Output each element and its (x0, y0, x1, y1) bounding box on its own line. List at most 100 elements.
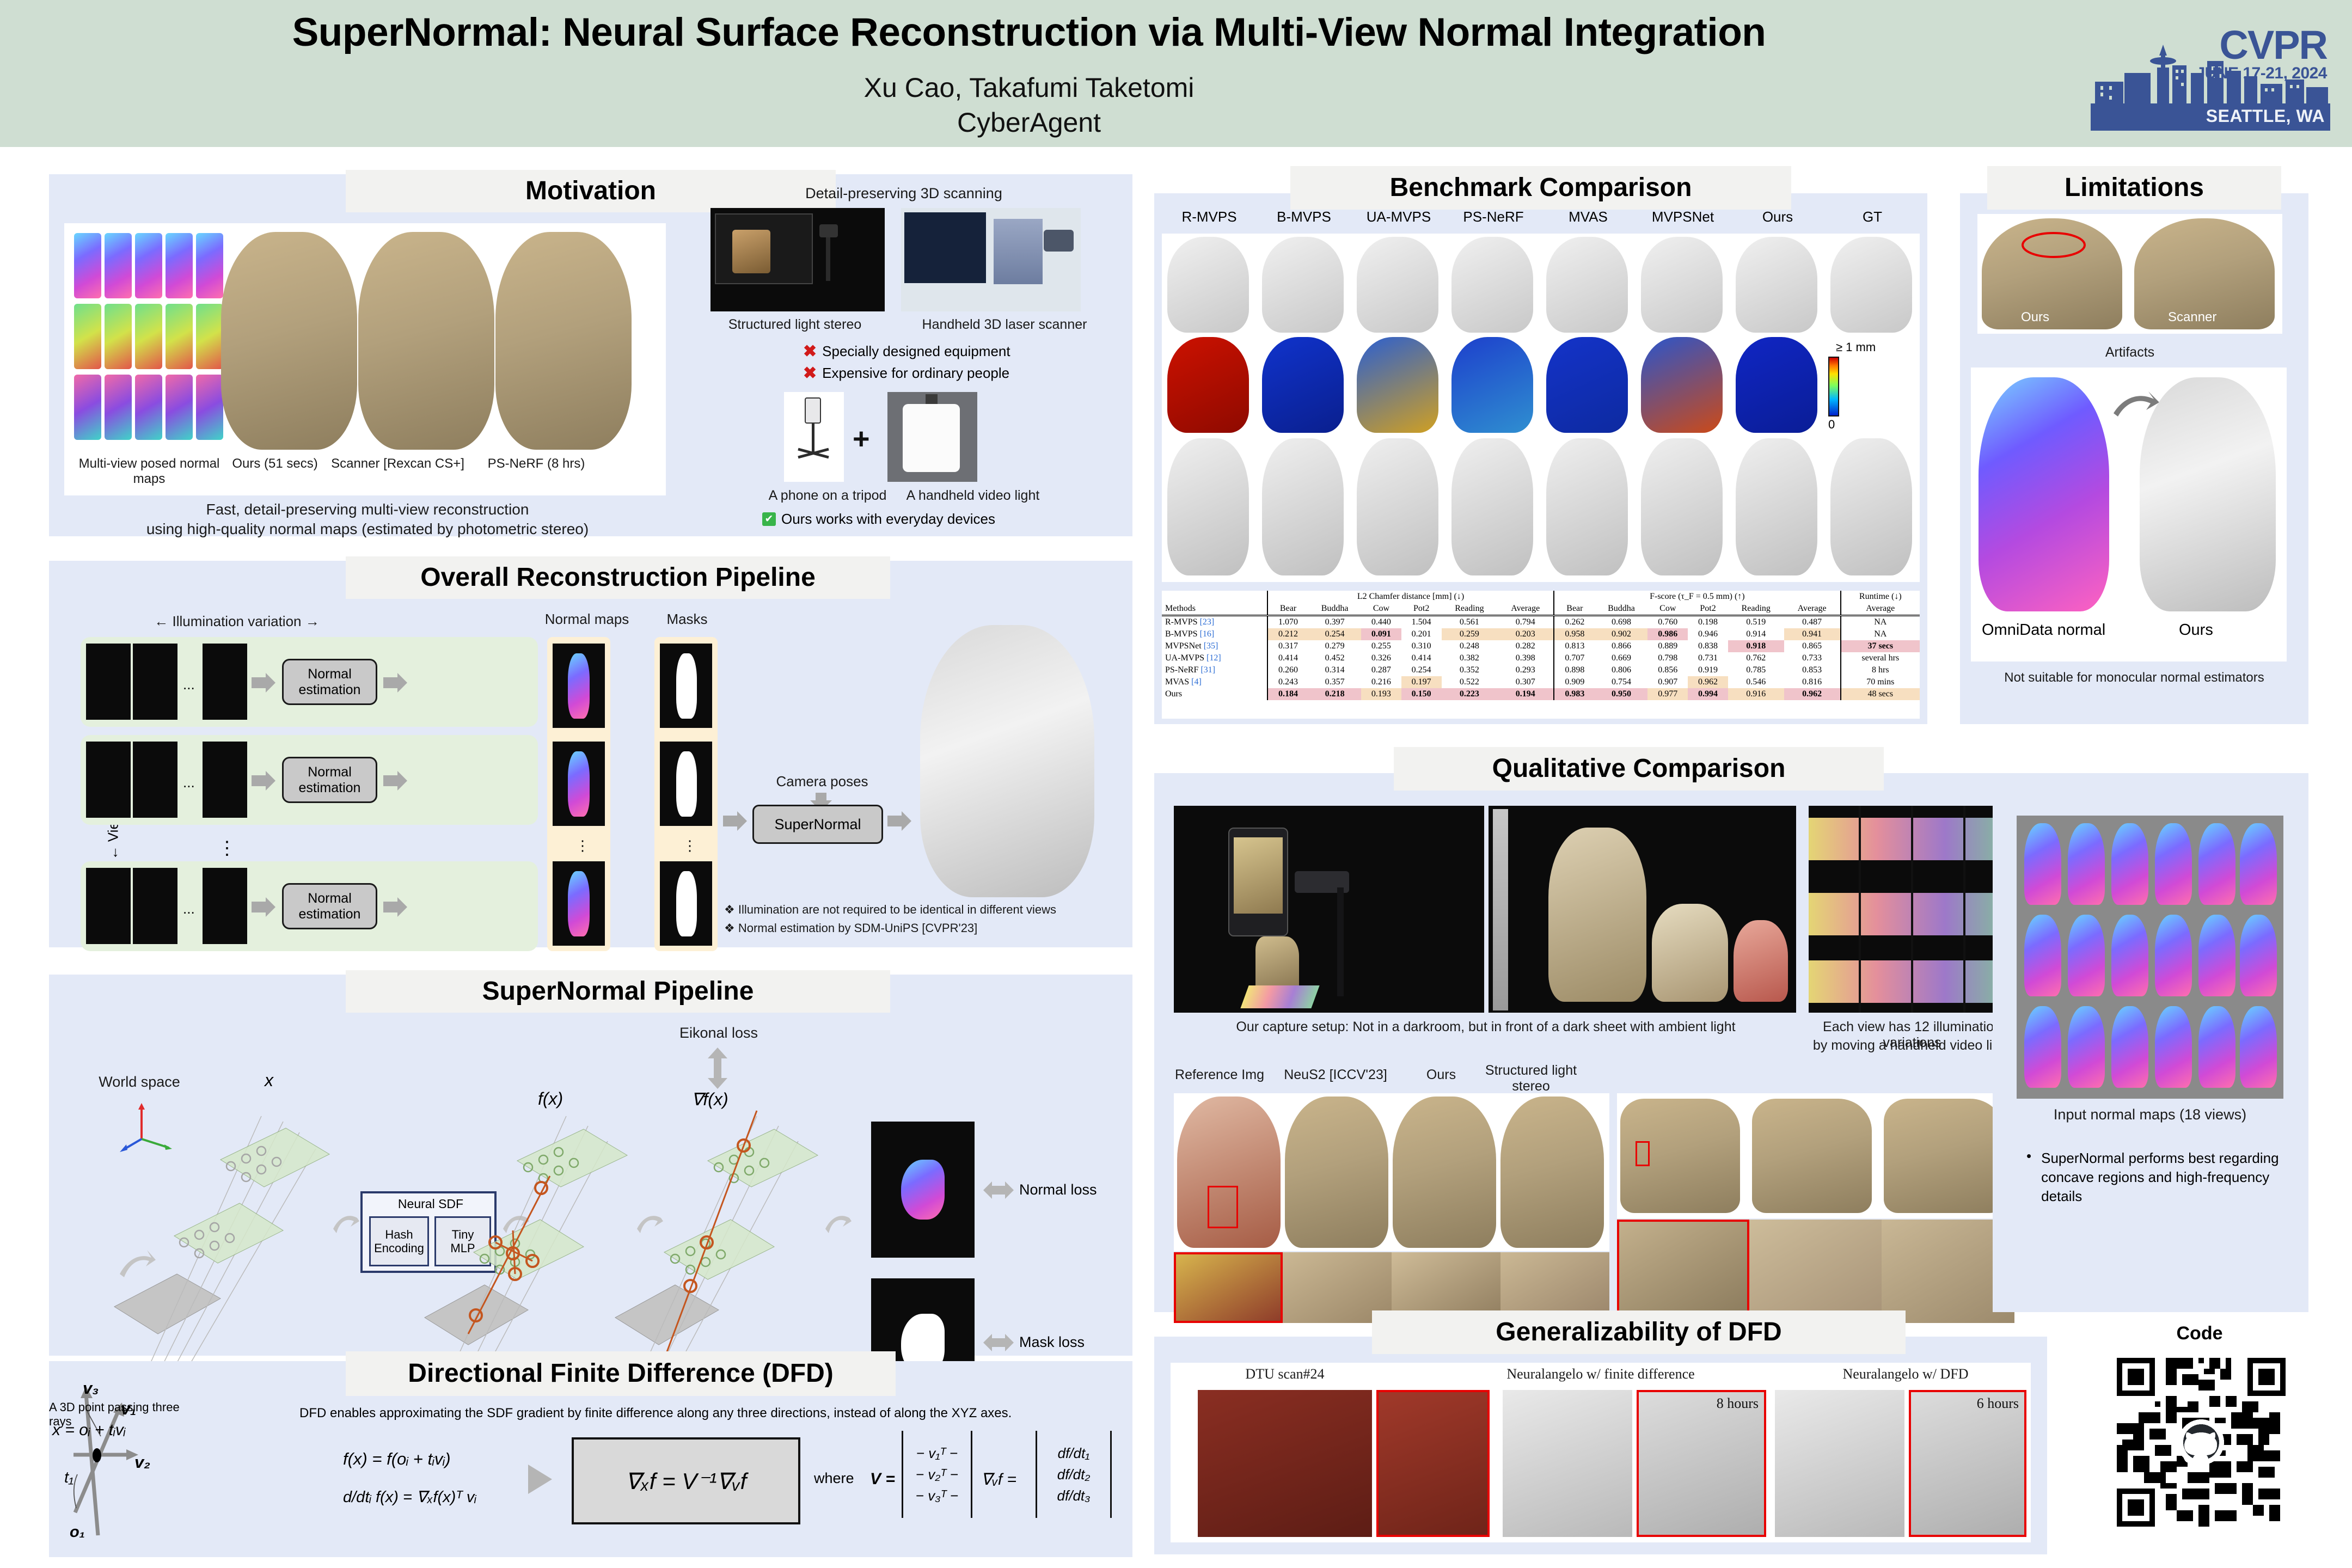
motivation-panel: Motivation Multi-view posed normal maps … (49, 170, 1132, 537)
x-label: x (265, 1070, 273, 1090)
sub-header-f-average: Average (1797, 604, 1827, 613)
gradV-row-1: df/dt₁ (1057, 1444, 1090, 1461)
gradV-row-3: df/dt₃ (1057, 1487, 1091, 1504)
qr-code[interactable] (2111, 1352, 2291, 1532)
caption-psnerf: PS-NeRF (8 hrs) (487, 456, 585, 471)
con-item-1: ✖ Specially designed equipment (803, 342, 1010, 361)
teapot-mesh (1451, 237, 1533, 333)
motivation-summary-1: Fast, detail-preserving multi-view recon… (206, 501, 529, 518)
cell-fscore: 0.986 (1647, 628, 1688, 640)
label-neuralangelo-fd: Neuralangelo w/ finite difference (1506, 1366, 1695, 1382)
V-row-1: − v₁ᵀ − (916, 1444, 958, 1461)
input-image (133, 644, 177, 720)
sub-header-runtime-avg: Average (1840, 603, 1920, 616)
vertical-ellipsis: ⋮ (575, 837, 590, 854)
normal-map-thumb (74, 233, 101, 298)
t1-label: t₁ (64, 1469, 74, 1486)
ellipsis: ... (183, 774, 195, 791)
cell-l2: 1.504 (1401, 615, 1442, 628)
red-ellipse-annotation (2022, 232, 2086, 258)
table-row: MVPSNet [35] 0.317 0.279 0.255 0.310 0.248 0.2… (1162, 640, 1920, 652)
world-space-label: World space (99, 1074, 180, 1090)
objects-photo (1489, 806, 1796, 1013)
cell-l2: 0.352 (1459, 665, 1479, 675)
badge-6-hours: 6 hours (1976, 1395, 2019, 1411)
cell-fscore: 0.909 (1553, 676, 1595, 688)
normal-map-thumb (135, 233, 162, 298)
dfd-ray-diagram: v₃ v₂ v₁ t₁ o₁ A 3D point passing three … (49, 1372, 278, 1552)
dfd-description: DFD enables approximating the SDF gradie… (299, 1406, 1012, 1420)
ours-mesh (1393, 1097, 1496, 1248)
cell-fscore: 0.916 (1728, 688, 1784, 700)
benchmark-column-ours: Ours (1762, 209, 1793, 225)
masks-column: ⋮ (654, 637, 718, 951)
cell-l2: 0.357 (1325, 677, 1345, 687)
cell-fscore: 0.918 (1728, 640, 1784, 652)
cell-runtime: 37 secs (1840, 640, 1920, 652)
row-method-b-mvps: B-MVPS [16] (1165, 629, 1215, 639)
masks-column-label: Masks (666, 611, 708, 627)
pipeline-row: ... Normal estimation (81, 735, 538, 825)
input-normals-caption: Input normal maps (18 views) (2053, 1106, 2247, 1123)
badge-8-hours: 8 hours (1716, 1395, 1759, 1411)
table-row: MVAS [4] 0.243 0.357 0.216 0.197 0.522 0.307 0.… (1162, 676, 1920, 688)
cell-l2: 0.279 (1325, 641, 1345, 651)
neuralangelo-dfd-mesh (1775, 1390, 1904, 1537)
page-title: SuperNormal: Neural Surface Reconstructi… (292, 10, 1766, 54)
cell-fscore: 0.958 (1553, 628, 1595, 640)
cell-l2: 0.293 (1515, 665, 1535, 675)
normal-map-thumb (74, 304, 101, 369)
cell-fscore: 0.983 (1553, 688, 1595, 700)
generalizability-figure: DTU scan#24 Neuralangelo w/ finite diffe… (1171, 1363, 2031, 1542)
cvpr-name: CVPR (2219, 22, 2328, 68)
normal-map-thumb (166, 233, 193, 298)
teapot-error-map (1167, 337, 1249, 433)
v2-label: v₂ (134, 1453, 151, 1472)
neus2-mesh (1285, 1097, 1388, 1248)
cell-fscore: 0.907 (1658, 677, 1678, 687)
cell-fscore: 0.669 (1612, 653, 1631, 663)
cell-fscore: 0.519 (1728, 615, 1784, 628)
cell-l2: 0.522 (1459, 677, 1479, 687)
cell-l2: 0.091 (1361, 628, 1401, 640)
caption-structured-light: Structured light stereo (728, 317, 862, 332)
cell-l2: 0.440 (1361, 615, 1401, 628)
benchmark-column-ua-mvps: UA-MVPS (1366, 209, 1431, 225)
reconstruction-pipeline-panel: Overall Reconstruction Pipeline ← Illumi… (49, 556, 1132, 951)
mask-tile (660, 644, 712, 728)
cell-fscore: 0.950 (1595, 688, 1648, 700)
neuralangelo-fd-crop: 8 hours (1637, 1390, 1766, 1537)
cell-l2: 0.397 (1308, 615, 1362, 628)
buddha-mesh (1546, 438, 1628, 575)
teapot-mesh (1830, 237, 1912, 333)
motivation-figure: Multi-view posed normal maps Ours (51 se… (64, 223, 666, 495)
cell-fscore: 0.754 (1612, 677, 1631, 687)
cell-fscore: 0.806 (1612, 665, 1631, 675)
mask-tile (660, 861, 712, 946)
plus-icon: + (853, 422, 870, 455)
V-row-2: − v₂ᵀ − (915, 1466, 959, 1483)
sub-header-f-pot2: Pot2 (1700, 604, 1716, 613)
dfd-eq1: f(x) = f(oᵢ + tᵢvᵢ) (343, 1449, 451, 1468)
normal-map-thumb (105, 304, 132, 369)
cross-icon: ✖ (803, 342, 817, 360)
arrow-icon (887, 811, 911, 831)
neuralangelo-fd-mesh (1503, 1390, 1632, 1537)
normal-map-thumb (74, 375, 101, 440)
arrow-icon (252, 771, 275, 791)
dfd-diagram-equation: x = oᵢ + tᵢvᵢ (52, 1421, 126, 1439)
origin-label: o₁ (70, 1523, 85, 1541)
code-panel: Code (2085, 1323, 2314, 1557)
limitations-panel: Limitations Ours Scanner Artifacts OmniD… (1960, 166, 2308, 724)
cell-fscore: 0.853 (1802, 665, 1822, 675)
pipeline-row: ... Normal estimation (81, 861, 538, 951)
neural-sdf-box: Neural SDF Hash Encoding Tiny MLP (360, 1191, 497, 1273)
reconstruction-ours (221, 232, 357, 450)
cell-fscore: 0.865 (1802, 641, 1822, 651)
structured-light-photo (710, 208, 885, 311)
cell-l2: 0.218 (1308, 688, 1362, 700)
buddha-mesh (1262, 438, 1344, 575)
zoom-region-box (1636, 1141, 1650, 1166)
normal-maps-column: ⋮ (547, 637, 610, 951)
label-omnidata: OmniData normal (1982, 621, 2106, 639)
